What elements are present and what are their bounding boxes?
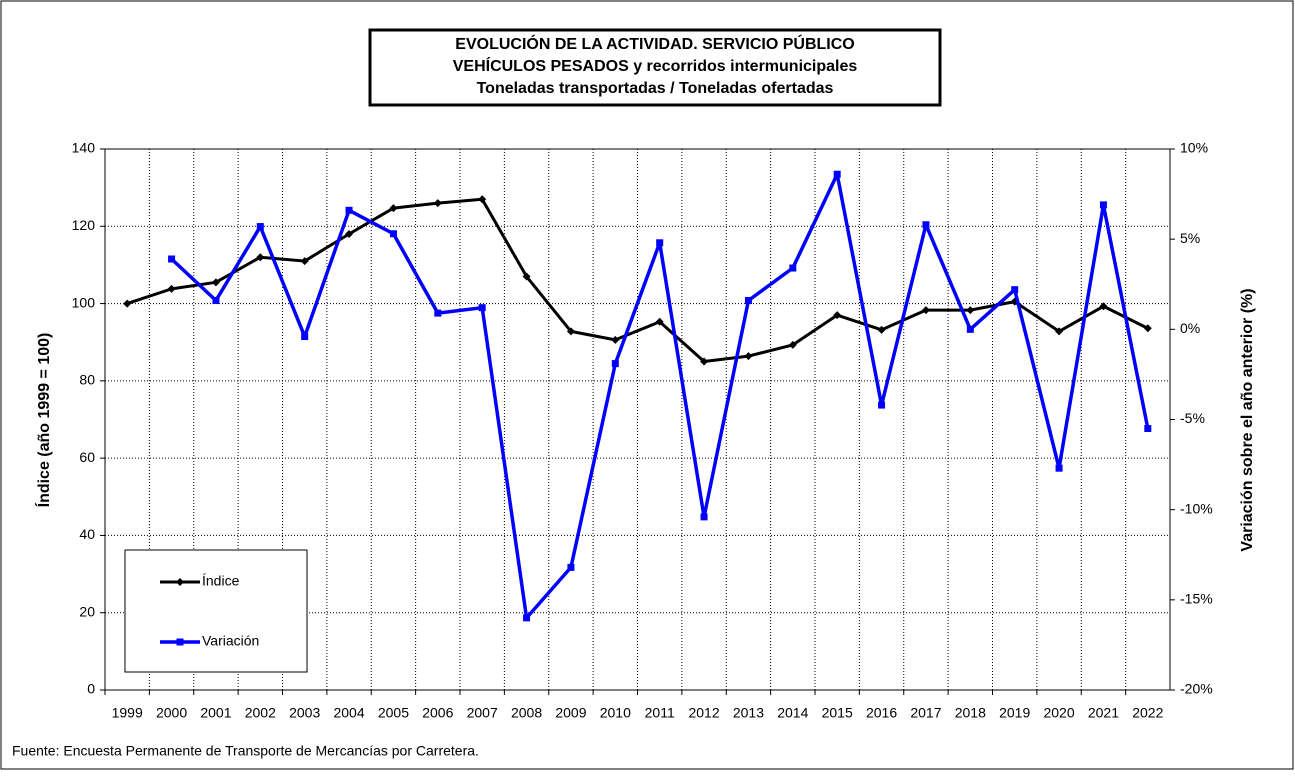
- point: [168, 255, 176, 263]
- legend-box: [124, 549, 308, 673]
- point: [212, 296, 220, 304]
- x-tick-label: 2016: [866, 705, 897, 721]
- legend-label: Índice: [202, 573, 240, 589]
- y-tick-label: 100: [72, 294, 96, 310]
- point: [389, 230, 397, 238]
- point: [789, 264, 797, 272]
- title-box: [368, 28, 942, 107]
- x-tick-label: 2019: [999, 705, 1030, 721]
- source-note: Fuente: Encuesta Permanente de Transport…: [12, 743, 479, 759]
- point: [1055, 327, 1064, 336]
- x-tick-label: 2021: [1088, 705, 1119, 721]
- x-tick-label: 2010: [600, 705, 631, 721]
- y-tick-label: 140: [72, 140, 96, 156]
- y-tick-label: 80: [79, 372, 95, 388]
- x-tick-label: 2007: [467, 705, 498, 721]
- point: [833, 311, 842, 320]
- point: [966, 306, 975, 315]
- point: [744, 352, 753, 361]
- point: [833, 170, 841, 178]
- point: [655, 317, 664, 326]
- series-line: [126, 197, 1149, 364]
- y2-axis-label: Variación sobre el año anterior (%): [1239, 288, 1256, 551]
- y2-tick-label: 0%: [1180, 320, 1200, 336]
- point: [478, 304, 486, 312]
- y2-tick-label: -10%: [1180, 500, 1213, 516]
- x-tick-label: 1999: [112, 705, 143, 721]
- point: [345, 230, 354, 239]
- point: [878, 401, 886, 409]
- x-tick-label: 2003: [289, 705, 320, 721]
- x-tick-label: 2013: [733, 705, 764, 721]
- point: [301, 333, 309, 341]
- point: [1144, 425, 1152, 433]
- y-tick-label: 0: [87, 681, 95, 697]
- x-tick-label: 2017: [910, 705, 941, 721]
- y2-tick-label: -5%: [1180, 410, 1205, 426]
- point: [123, 299, 132, 308]
- x-tick-label: 2002: [245, 705, 276, 721]
- y2-tick-label: 5%: [1180, 230, 1200, 246]
- chart-title: EVOLUCIÓN DE LA ACTIVIDAD. SERVICIO PÚBL…: [455, 34, 854, 53]
- point: [567, 563, 575, 571]
- x-tick-label: 2009: [555, 705, 586, 721]
- x-tick-label: 2001: [200, 705, 231, 721]
- x-tick-label: 2008: [511, 705, 542, 721]
- x-tick-label: 2014: [777, 705, 808, 721]
- point: [922, 221, 930, 229]
- x-tick-label: 2004: [333, 705, 364, 721]
- point: [611, 335, 620, 344]
- y-tick-label: 20: [79, 603, 95, 619]
- y-tick-label: 40: [79, 526, 95, 542]
- x-tick-label: 2011: [645, 705, 675, 721]
- point: [1099, 201, 1107, 209]
- chart-title: VEHÍCULOS PESADOS y recorridos intermuni…: [453, 56, 858, 75]
- point: [300, 257, 309, 266]
- legend-marker: [176, 578, 184, 586]
- point: [522, 272, 531, 281]
- x-tick-label: 2022: [1132, 705, 1163, 721]
- y2-tick-label: -15%: [1180, 591, 1213, 607]
- point: [877, 325, 886, 334]
- x-tick-label: 2000: [156, 705, 187, 721]
- point: [700, 357, 709, 366]
- y-tick-label: 60: [79, 449, 95, 465]
- x-tick-label: 2012: [688, 705, 719, 721]
- y-tick-label: 120: [72, 217, 96, 233]
- x-tick-label: 2005: [378, 705, 409, 721]
- point: [1143, 324, 1152, 333]
- chart-title: Toneladas transportadas / Toneladas ofer…: [477, 80, 834, 97]
- point: [523, 614, 531, 622]
- point: [656, 239, 664, 247]
- legend-marker: [176, 638, 184, 646]
- point: [1099, 302, 1108, 311]
- point: [434, 309, 442, 317]
- point: [256, 223, 264, 231]
- point: [211, 278, 220, 287]
- point: [1011, 286, 1019, 294]
- point: [256, 253, 265, 262]
- point: [345, 206, 353, 214]
- point: [966, 325, 974, 333]
- y2-tick-label: 10%: [1180, 140, 1208, 156]
- point: [478, 195, 487, 204]
- point: [389, 204, 398, 213]
- point: [700, 513, 708, 521]
- point: [744, 296, 752, 304]
- x-tick-label: 2020: [1043, 705, 1074, 721]
- legend-label: Variación: [202, 633, 259, 649]
- point: [566, 327, 575, 336]
- point: [788, 340, 797, 349]
- point: [433, 199, 442, 208]
- y-axis-label: Índice (año 1999 = 100): [34, 333, 53, 508]
- point: [1055, 464, 1063, 472]
- point: [611, 360, 619, 368]
- point: [167, 284, 176, 293]
- y2-tick-label: -20%: [1180, 681, 1213, 697]
- point: [921, 306, 930, 315]
- x-tick-label: 2018: [955, 705, 986, 721]
- x-tick-label: 2015: [822, 705, 853, 721]
- x-tick-label: 2006: [422, 705, 453, 721]
